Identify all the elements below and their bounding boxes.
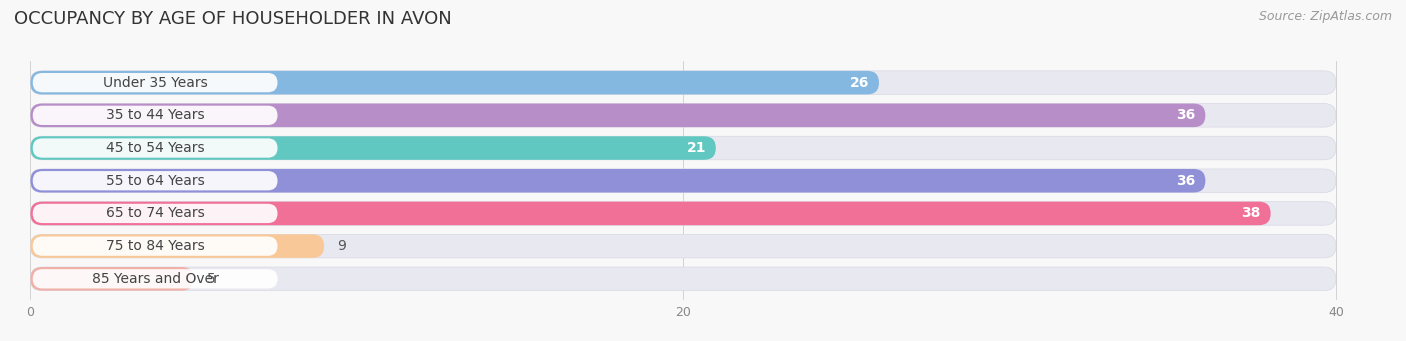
FancyBboxPatch shape — [32, 73, 277, 92]
FancyBboxPatch shape — [31, 267, 194, 291]
Text: 36: 36 — [1177, 108, 1195, 122]
FancyBboxPatch shape — [32, 236, 277, 256]
FancyBboxPatch shape — [32, 171, 277, 190]
Text: 85 Years and Over: 85 Years and Over — [91, 272, 218, 286]
FancyBboxPatch shape — [31, 136, 716, 160]
Text: 36: 36 — [1177, 174, 1195, 188]
Text: Under 35 Years: Under 35 Years — [103, 76, 208, 90]
FancyBboxPatch shape — [31, 234, 325, 258]
FancyBboxPatch shape — [31, 71, 1336, 94]
Text: 5: 5 — [207, 272, 215, 286]
Text: 55 to 64 Years: 55 to 64 Years — [105, 174, 204, 188]
FancyBboxPatch shape — [31, 234, 1336, 258]
Text: 75 to 84 Years: 75 to 84 Years — [105, 239, 204, 253]
FancyBboxPatch shape — [31, 136, 1336, 160]
Text: OCCUPANCY BY AGE OF HOUSEHOLDER IN AVON: OCCUPANCY BY AGE OF HOUSEHOLDER IN AVON — [14, 10, 451, 28]
FancyBboxPatch shape — [31, 267, 1336, 291]
FancyBboxPatch shape — [32, 106, 277, 125]
FancyBboxPatch shape — [31, 169, 1336, 193]
Text: 9: 9 — [337, 239, 346, 253]
Text: 35 to 44 Years: 35 to 44 Years — [105, 108, 204, 122]
FancyBboxPatch shape — [31, 202, 1271, 225]
FancyBboxPatch shape — [32, 204, 277, 223]
FancyBboxPatch shape — [31, 71, 879, 94]
Text: 38: 38 — [1241, 206, 1261, 220]
FancyBboxPatch shape — [31, 104, 1205, 127]
Text: 65 to 74 Years: 65 to 74 Years — [105, 206, 204, 220]
FancyBboxPatch shape — [32, 138, 277, 158]
FancyBboxPatch shape — [31, 104, 1336, 127]
Text: 21: 21 — [686, 141, 706, 155]
FancyBboxPatch shape — [32, 269, 277, 288]
Text: 26: 26 — [849, 76, 869, 90]
FancyBboxPatch shape — [31, 202, 1336, 225]
Text: Source: ZipAtlas.com: Source: ZipAtlas.com — [1258, 10, 1392, 23]
Text: 45 to 54 Years: 45 to 54 Years — [105, 141, 204, 155]
FancyBboxPatch shape — [31, 169, 1205, 193]
